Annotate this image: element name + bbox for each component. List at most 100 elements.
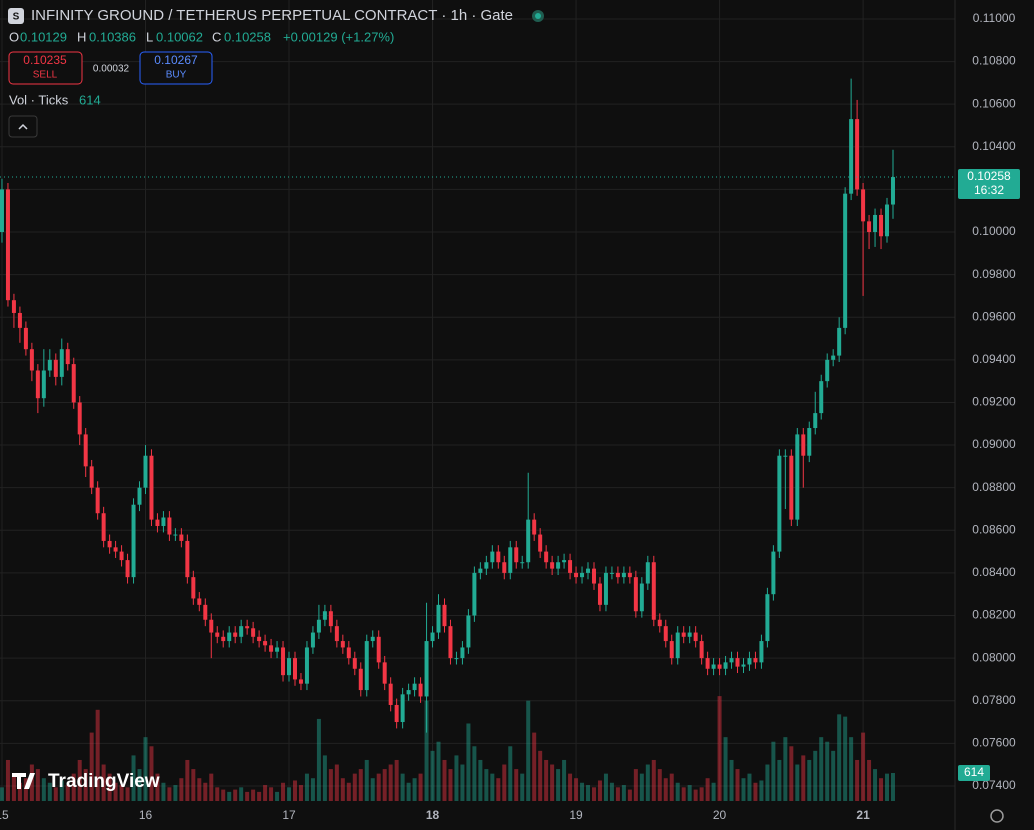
candle-body xyxy=(819,381,824,414)
volume-bar xyxy=(627,789,632,801)
candle-body xyxy=(143,455,148,488)
volume-bar xyxy=(364,759,369,801)
candle-body xyxy=(298,679,303,684)
volume-bar xyxy=(340,778,345,801)
candle-body xyxy=(574,572,579,578)
volume-bar xyxy=(568,773,573,801)
volume-bar xyxy=(651,759,656,801)
candle-body xyxy=(861,189,866,222)
collapse-button[interactable] xyxy=(8,115,38,138)
volume-bar xyxy=(621,785,626,801)
candle-body xyxy=(233,632,238,637)
volume-bar xyxy=(352,773,357,801)
candle-body xyxy=(83,434,88,467)
volume-bar xyxy=(490,773,495,801)
volume-bar xyxy=(693,789,698,801)
candle-body xyxy=(693,632,698,642)
volume-bar xyxy=(275,791,280,801)
volume-bar xyxy=(149,746,154,801)
candle-body xyxy=(77,402,82,435)
buy-button[interactable] xyxy=(139,51,213,85)
candle-body xyxy=(562,560,567,563)
volume-bar xyxy=(873,769,878,801)
candle-body xyxy=(550,562,555,569)
candle-body xyxy=(304,647,309,684)
candle-body xyxy=(137,487,142,505)
volume-bar xyxy=(137,769,142,801)
volume-bar xyxy=(867,759,872,801)
last-price-label: 0.10258 xyxy=(967,169,1011,183)
y-tick-label: 0.09000 xyxy=(972,437,1016,451)
volume-bar xyxy=(669,773,674,801)
candle-body xyxy=(406,690,411,695)
candle-body xyxy=(322,611,327,620)
candle-body xyxy=(484,562,489,569)
volume-bar xyxy=(334,764,339,801)
candle-body xyxy=(747,658,752,665)
candle-body xyxy=(508,547,513,573)
volume-bar xyxy=(119,785,124,801)
candle-body xyxy=(65,349,70,365)
volume-bar xyxy=(759,780,764,801)
sell-button[interactable] xyxy=(8,51,83,85)
candle-body xyxy=(59,349,64,377)
volume-bar xyxy=(663,778,668,801)
volume-bar xyxy=(17,782,22,801)
candle-body xyxy=(119,551,124,561)
volume-bar xyxy=(155,773,160,801)
volume-bar xyxy=(807,759,812,801)
volume-bar xyxy=(251,789,256,801)
y-tick-label: 0.09600 xyxy=(972,309,1016,323)
candle-body xyxy=(591,568,596,584)
candle-body xyxy=(885,204,890,237)
volume-bar xyxy=(400,773,405,801)
volume-bar xyxy=(424,700,429,801)
spread: 0.00032 xyxy=(93,64,130,75)
volume-tag xyxy=(958,765,990,782)
y-tick-label: 0.08000 xyxy=(972,650,1016,664)
volume-bar xyxy=(813,750,818,801)
candle-body xyxy=(663,626,668,642)
volume-bar xyxy=(239,787,244,801)
candle-body xyxy=(47,359,52,371)
volume-bar xyxy=(472,746,477,801)
candle-body xyxy=(239,626,244,637)
y-tick-label: 0.08400 xyxy=(972,565,1016,579)
candle-body xyxy=(813,413,818,429)
volume-bar xyxy=(448,769,453,801)
candle-body xyxy=(669,641,674,659)
candle-body xyxy=(687,632,692,637)
candle-body xyxy=(765,594,770,642)
volume-bar xyxy=(580,782,585,801)
candle-body xyxy=(191,577,196,599)
candle-body xyxy=(442,604,447,627)
volume-bar xyxy=(143,737,148,801)
y-tick-label: 0.08200 xyxy=(972,608,1016,622)
x-tick-label: 15 xyxy=(0,808,9,822)
candle-body xyxy=(711,664,716,669)
candle-body xyxy=(855,119,860,190)
candle-body xyxy=(263,641,268,646)
candle-body xyxy=(466,615,471,648)
volume-bar xyxy=(603,773,608,801)
volume-bar xyxy=(735,769,740,801)
candle-body xyxy=(789,455,794,520)
volume-bar xyxy=(304,773,309,801)
volume-bar xyxy=(29,764,34,801)
volume-bar xyxy=(879,778,884,801)
candle-body xyxy=(364,641,369,691)
candle-body xyxy=(316,619,321,633)
volume-bar xyxy=(711,782,716,801)
candle-body xyxy=(448,626,453,659)
y-tick-label: 0.09400 xyxy=(972,352,1016,366)
volume-bar xyxy=(442,759,447,801)
volume-legend: Vol · Ticks xyxy=(9,92,69,107)
candle-body xyxy=(627,572,632,578)
settings-icon[interactable] xyxy=(990,809,1004,823)
candle-body xyxy=(161,517,166,527)
volume-bar xyxy=(789,746,794,801)
candle-body xyxy=(287,658,292,676)
candle-body xyxy=(520,562,525,564)
candle-body xyxy=(502,562,507,573)
